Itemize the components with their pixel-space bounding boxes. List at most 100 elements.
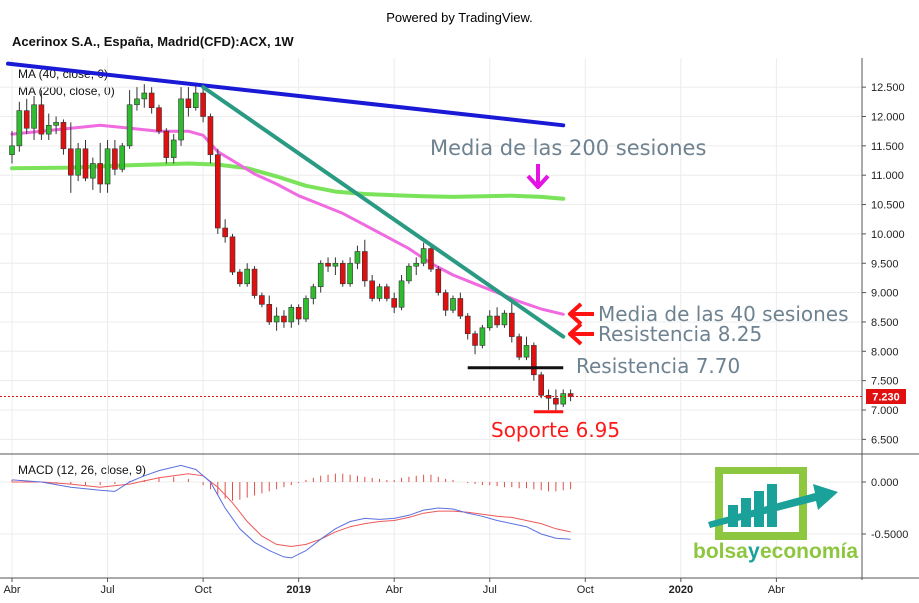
candle-body	[251, 268, 258, 296]
trendlines	[0, 61, 862, 414]
candle-body	[472, 333, 478, 346]
candle	[420, 242, 427, 267]
candle	[9, 131, 15, 164]
chart-title: Acerinox S.A., España, Madrid(CFD):ACX, …	[12, 34, 294, 49]
price-tick-label: 6.500	[871, 434, 899, 446]
candle-body	[16, 110, 23, 147]
candle	[163, 128, 170, 164]
candle	[361, 239, 368, 287]
candle	[259, 292, 265, 308]
candle	[60, 119, 67, 155]
candle	[486, 310, 493, 331]
price-tick-label: 9.000	[871, 288, 899, 300]
macd-panel	[11, 464, 572, 559]
candle-body	[479, 327, 486, 346]
annotation-ma40: Media de las 40 sesiones	[598, 302, 849, 326]
candle-body	[104, 148, 111, 185]
candle-body	[553, 397, 559, 405]
candle	[237, 269, 243, 287]
candle-body	[156, 107, 162, 132]
candle-body	[361, 251, 368, 282]
svg-text:y: y	[748, 540, 760, 563]
candle-body	[508, 312, 515, 337]
candle-body	[207, 116, 214, 155]
candle-body	[222, 227, 228, 238]
candle-body	[288, 306, 295, 323]
svg-text:bolsa: bolsa	[693, 540, 748, 563]
candle-body	[170, 139, 177, 158]
candle	[553, 389, 559, 413]
candle-body	[391, 298, 398, 308]
candle-body	[464, 315, 471, 334]
candle-body	[45, 125, 52, 135]
candle	[501, 310, 508, 328]
candle-body	[531, 345, 537, 376]
candle	[185, 87, 192, 117]
candle-body	[567, 393, 574, 397]
price-tick-label: 7.000	[871, 405, 899, 417]
candle-body	[215, 154, 221, 229]
candle	[325, 257, 331, 273]
time-tick-label: Oct	[195, 584, 212, 596]
candle	[295, 304, 302, 325]
candle-body	[413, 262, 420, 267]
candle-body	[560, 393, 567, 405]
candle	[457, 292, 464, 320]
price-tick-label: 8.500	[871, 317, 899, 329]
macd-signal-line	[12, 473, 571, 548]
candle-body	[435, 268, 442, 293]
price-tick-label: 8.000	[871, 346, 899, 358]
candle-body	[420, 248, 427, 264]
candle	[170, 134, 177, 164]
candle	[472, 330, 478, 355]
candle	[479, 324, 486, 349]
candle	[192, 84, 199, 111]
price-tick-label: 12.500	[871, 82, 905, 94]
candle	[148, 87, 155, 114]
candle	[398, 274, 405, 311]
candle	[53, 116, 59, 135]
candle	[516, 333, 522, 361]
candle-body	[442, 292, 449, 311]
candle	[141, 84, 148, 108]
candle	[413, 257, 420, 275]
annotation-soporte-695: Soporte 6.95	[491, 418, 620, 442]
candle	[23, 98, 30, 135]
price-tick-label: 7.500	[871, 376, 899, 388]
price-tick-label: 10.500	[871, 200, 905, 212]
annotation-resistencia-770: Resistencia 7.70	[576, 354, 740, 378]
candle-body	[237, 271, 243, 285]
candle-body	[295, 306, 302, 320]
candle	[75, 142, 81, 182]
candle-body	[266, 304, 273, 323]
candle-body	[317, 262, 324, 288]
candle-body	[112, 148, 118, 170]
ma200-line	[10, 161, 566, 201]
candle	[369, 274, 375, 302]
candle-body	[516, 336, 522, 358]
candle	[244, 263, 250, 287]
candle	[97, 142, 103, 193]
candle	[119, 142, 126, 173]
candle-body	[538, 374, 545, 396]
price-tick-label: 10.000	[871, 229, 905, 241]
candle-body	[523, 345, 530, 358]
candle-body	[75, 148, 81, 176]
trendline-green	[201, 85, 566, 339]
candle-body	[163, 130, 170, 158]
macd-indicator-label[interactable]: MACD (12, 26, close, 9)	[18, 463, 147, 477]
price-tick-label: 12.000	[871, 112, 905, 124]
candle	[178, 87, 184, 146]
svg-text:economía: economía	[760, 540, 858, 563]
candle	[508, 301, 515, 343]
candle-body	[9, 145, 15, 155]
grid	[0, 58, 862, 578]
candle	[31, 95, 37, 140]
candle	[347, 257, 353, 287]
time-tick-label: Abr	[3, 584, 20, 596]
candle-body	[450, 298, 456, 311]
candle	[354, 245, 361, 270]
candle	[523, 336, 530, 361]
candle-body	[273, 315, 280, 323]
